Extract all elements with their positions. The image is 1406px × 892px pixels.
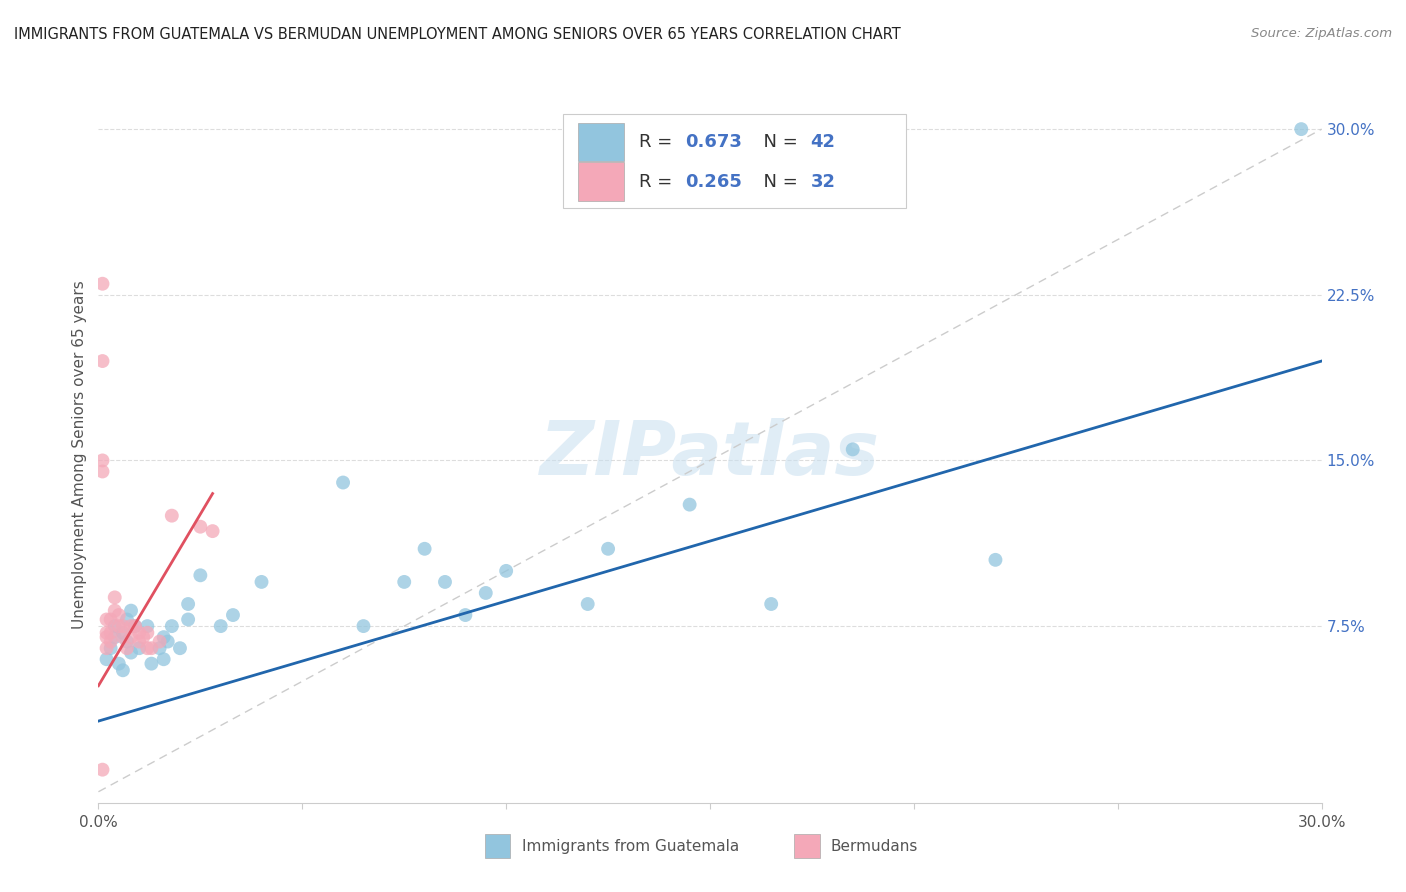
Point — [96, 641, 118, 656]
Point — [91, 277, 114, 291]
Point — [104, 619, 127, 633]
Point — [149, 641, 172, 656]
Point — [413, 541, 436, 556]
Point — [124, 619, 146, 633]
Text: 0.673: 0.673 — [686, 133, 742, 151]
Text: 0.265: 0.265 — [686, 173, 742, 191]
Point — [96, 652, 118, 666]
Point — [392, 574, 416, 589]
Point — [124, 619, 146, 633]
Point — [177, 612, 200, 626]
Point — [132, 630, 155, 644]
Point — [91, 354, 114, 368]
Text: Source: ZipAtlas.com: Source: ZipAtlas.com — [1251, 27, 1392, 40]
Point — [152, 652, 174, 666]
Point — [454, 608, 477, 623]
Point — [136, 641, 159, 656]
Point — [120, 630, 142, 644]
Point — [108, 608, 131, 623]
Point — [679, 498, 702, 512]
Text: Immigrants from Guatemala: Immigrants from Guatemala — [522, 838, 740, 854]
Point — [100, 641, 122, 656]
Point — [108, 657, 131, 671]
Bar — [578, 123, 624, 161]
Point — [984, 553, 1007, 567]
Point — [1291, 122, 1313, 136]
Point — [108, 619, 131, 633]
Point — [169, 641, 191, 656]
Point — [115, 612, 138, 626]
Point — [136, 625, 159, 640]
Point — [115, 634, 138, 648]
Point — [111, 619, 134, 633]
Text: R =: R = — [640, 173, 678, 191]
Bar — [794, 834, 820, 858]
Text: ZIPatlas: ZIPatlas — [540, 418, 880, 491]
Text: 32: 32 — [810, 173, 835, 191]
Point — [104, 630, 127, 644]
Point — [128, 634, 150, 648]
Point — [115, 641, 138, 656]
Point — [222, 608, 245, 623]
Point — [100, 634, 122, 648]
Bar — [578, 162, 624, 201]
Point — [128, 625, 150, 640]
Point — [111, 625, 134, 640]
Point — [188, 568, 212, 582]
Point — [152, 630, 174, 644]
Point — [576, 597, 599, 611]
Point — [495, 564, 517, 578]
Point — [177, 597, 200, 611]
Point — [250, 574, 273, 589]
Point — [96, 630, 118, 644]
Point — [156, 634, 179, 648]
Point — [434, 574, 457, 589]
Point — [761, 597, 783, 611]
Point — [136, 619, 159, 633]
Text: Bermudans: Bermudans — [831, 838, 918, 854]
Point — [128, 641, 150, 656]
Point — [598, 541, 620, 556]
Point — [474, 586, 498, 600]
Text: 42: 42 — [810, 133, 835, 151]
Point — [160, 508, 183, 523]
Point — [96, 625, 118, 640]
Y-axis label: Unemployment Among Seniors over 65 years: Unemployment Among Seniors over 65 years — [72, 281, 87, 629]
Point — [120, 604, 142, 618]
Point — [120, 619, 142, 633]
Point — [352, 619, 374, 633]
Point — [91, 453, 114, 467]
Point — [91, 763, 114, 777]
Bar — [485, 834, 510, 858]
Text: N =: N = — [752, 133, 803, 151]
Point — [111, 663, 134, 677]
Point — [841, 442, 863, 457]
FancyBboxPatch shape — [564, 114, 905, 208]
Point — [120, 646, 142, 660]
Point — [149, 634, 172, 648]
Point — [104, 604, 127, 618]
Point — [100, 612, 122, 626]
Point — [100, 625, 122, 640]
Point — [201, 524, 224, 538]
Text: R =: R = — [640, 133, 678, 151]
Point — [188, 519, 212, 533]
Point — [141, 641, 163, 656]
Point — [332, 475, 354, 490]
Point — [91, 465, 114, 479]
Point — [141, 657, 163, 671]
Point — [160, 619, 183, 633]
Point — [104, 591, 127, 605]
Point — [111, 630, 134, 644]
Text: IMMIGRANTS FROM GUATEMALA VS BERMUDAN UNEMPLOYMENT AMONG SENIORS OVER 65 YEARS C: IMMIGRANTS FROM GUATEMALA VS BERMUDAN UN… — [14, 27, 901, 42]
Point — [209, 619, 232, 633]
Text: N =: N = — [752, 173, 803, 191]
Point — [96, 612, 118, 626]
